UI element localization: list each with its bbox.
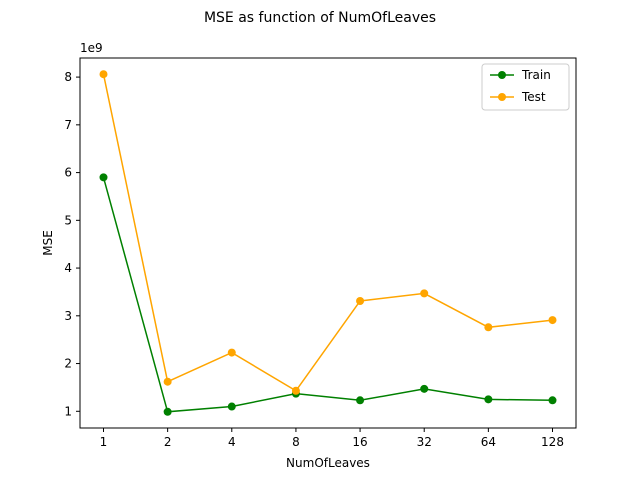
x-tick-label: 64 xyxy=(481,435,496,449)
y-tick-label: 4 xyxy=(64,261,72,275)
plot-marks xyxy=(99,70,557,416)
y-tick-label: 7 xyxy=(64,118,72,132)
data-point-test xyxy=(420,289,429,298)
legend-marker-train xyxy=(498,71,506,79)
data-point-train xyxy=(356,396,365,405)
x-tick-label: 1 xyxy=(100,435,108,449)
data-point-test xyxy=(356,297,365,306)
plot-frame xyxy=(79,57,577,429)
data-point-test xyxy=(99,70,108,79)
y-tick-label: 2 xyxy=(64,357,72,371)
legend-label-train: Train xyxy=(521,68,551,82)
series-line-train xyxy=(102,177,553,413)
series-line-test xyxy=(102,74,553,392)
data-point-train xyxy=(548,396,557,405)
x-tick-label: 2 xyxy=(164,435,172,449)
chart-title: MSE as function of NumOfLeaves xyxy=(204,10,436,26)
x-axis-ticks: 1 2 4 8 16 32 64 128 xyxy=(100,428,564,449)
x-tick-label: 8 xyxy=(292,435,300,449)
data-point-test xyxy=(163,377,172,386)
x-tick-label: 128 xyxy=(541,435,564,449)
data-point-test xyxy=(291,386,300,395)
legend-marker-test xyxy=(498,93,506,101)
y-multiplier-label: 1e9 xyxy=(80,41,103,55)
y-tick-label: 8 xyxy=(64,70,72,84)
data-point-test xyxy=(484,323,493,332)
legend: Train Test xyxy=(481,63,570,111)
y-axis-ticks: 1 2 3 4 5 6 7 8 xyxy=(64,70,80,418)
x-tick-label: 4 xyxy=(228,435,236,449)
data-point-train xyxy=(99,173,108,182)
x-axis-label: NumOfLeaves xyxy=(286,456,370,470)
x-tick-label: 32 xyxy=(417,435,432,449)
legend-label-test: Test xyxy=(521,90,546,104)
data-point-test xyxy=(548,316,557,325)
y-tick-label: 5 xyxy=(64,213,72,227)
x-tick-label: 16 xyxy=(352,435,367,449)
y-axis-label: MSE xyxy=(41,230,55,256)
data-point-train xyxy=(163,407,172,416)
data-point-test xyxy=(227,348,236,357)
y-tick-label: 1 xyxy=(64,404,72,418)
y-tick-label: 3 xyxy=(64,309,72,323)
data-point-train xyxy=(484,395,493,404)
y-tick-label: 6 xyxy=(64,166,72,180)
data-point-train xyxy=(227,402,236,411)
data-point-train xyxy=(420,384,429,393)
